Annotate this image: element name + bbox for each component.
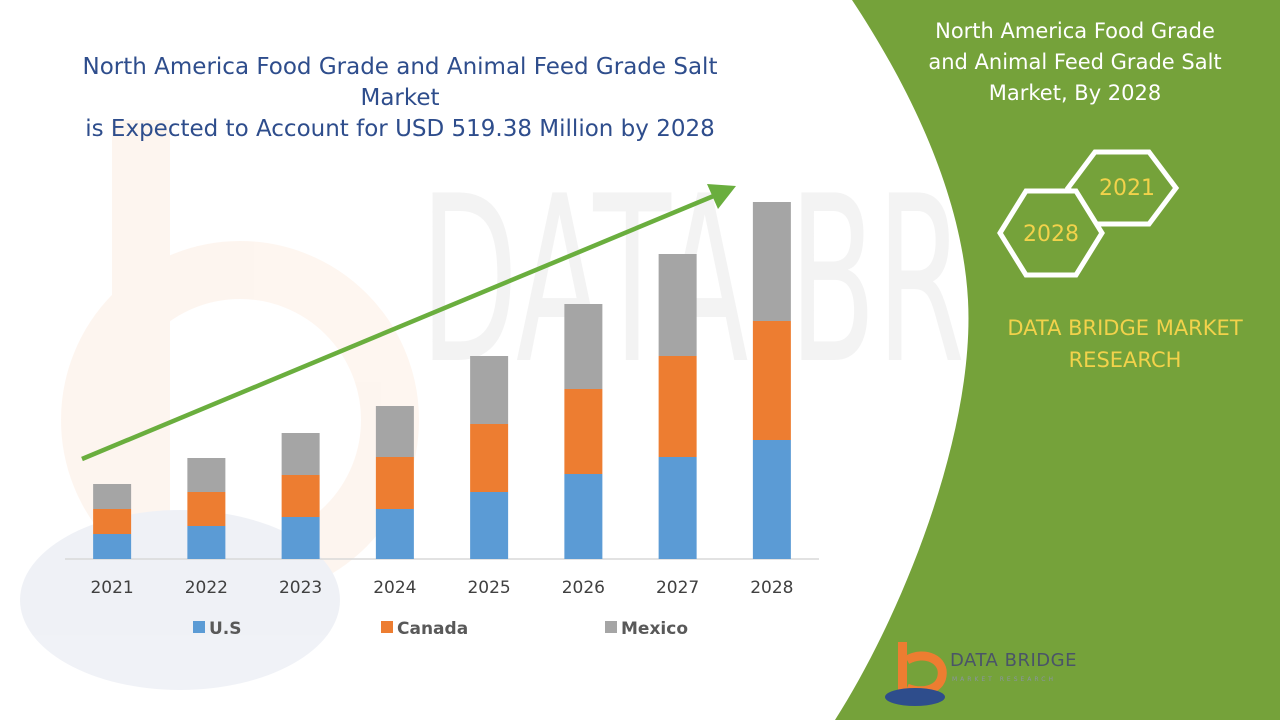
bar-mexico-2022: [187, 458, 226, 492]
x-tick-label: 2028: [750, 578, 793, 598]
bar-us-2023: [281, 517, 320, 559]
bar-mexico-2023: [281, 433, 320, 475]
x-tick-label: 2025: [467, 578, 510, 598]
hex-year-back: 2021: [1099, 176, 1155, 201]
x-tick-label: 2027: [656, 578, 699, 598]
bar-us-2024: [375, 509, 414, 559]
bar-canada-2028: [752, 321, 791, 440]
bar-us-2026: [564, 474, 603, 559]
bar-us-2028: [752, 440, 791, 559]
legend-swatch-us: [193, 621, 205, 633]
bar-mexico-2021: [93, 484, 132, 509]
bar-us-2021: [93, 534, 132, 559]
hexagon-front: [997, 188, 1105, 278]
bar-canada-2025: [470, 424, 509, 492]
legend-swatch-mexico: [605, 621, 617, 633]
trend-arrow-head: [707, 184, 736, 209]
x-tick-label: 2023: [279, 578, 322, 598]
brand-line2: RESEARCH: [1068, 348, 1182, 372]
bar-mexico-2028: [752, 202, 791, 321]
panel-title: North America Food Grade and Animal Feed…: [905, 16, 1245, 109]
x-tick-label: 2026: [562, 578, 605, 598]
bar-mexico-2027: [658, 254, 697, 356]
bar-mexico-2024: [375, 406, 414, 457]
logo-mark: [885, 642, 947, 706]
bar-us-2025: [470, 492, 509, 559]
logo-tagline: MARKET RESEARCH: [952, 676, 1056, 683]
bar-us-2022: [187, 526, 226, 559]
chart-title: North America Food Grade and Animal Feed…: [40, 52, 760, 145]
bar-canada-2026: [564, 389, 603, 474]
legend-label: Mexico: [621, 619, 688, 639]
legend-label: U.S: [209, 619, 242, 639]
x-tick-label: 2021: [90, 578, 133, 598]
x-tick-label: 2024: [373, 578, 416, 598]
trend-arrow-line: [81, 192, 717, 462]
legend-swatch-canada: [381, 621, 393, 633]
legend-label: Canada: [397, 619, 468, 639]
chart-title-line2: is Expected to Account for USD 519.38 Mi…: [85, 116, 715, 142]
chart-title-line1: North America Food Grade and Animal Feed…: [82, 54, 718, 111]
hex-year-front: 2028: [1023, 222, 1079, 247]
x-tick-label: 2022: [185, 578, 228, 598]
panel-title-line2: and Animal Feed Grade Salt: [928, 50, 1222, 74]
bar-canada-2022: [187, 492, 226, 526]
bar-canada-2023: [281, 475, 320, 517]
bar-canada-2021: [93, 509, 132, 534]
panel-title-line1: North America Food Grade: [935, 19, 1215, 43]
brand-text: DATA BRIDGE MARKET RESEARCH: [980, 312, 1270, 376]
bar-canada-2024: [375, 457, 414, 509]
panel-title-line3: Market, By 2028: [988, 81, 1162, 105]
logo-name: DATA BRIDGE: [950, 650, 1077, 671]
bar-mexico-2025: [470, 356, 509, 424]
bar-canada-2027: [658, 356, 697, 457]
bar-us-2027: [658, 457, 697, 559]
bar-mexico-2026: [564, 304, 603, 389]
brand-line1: DATA BRIDGE MARKET: [1007, 316, 1243, 340]
